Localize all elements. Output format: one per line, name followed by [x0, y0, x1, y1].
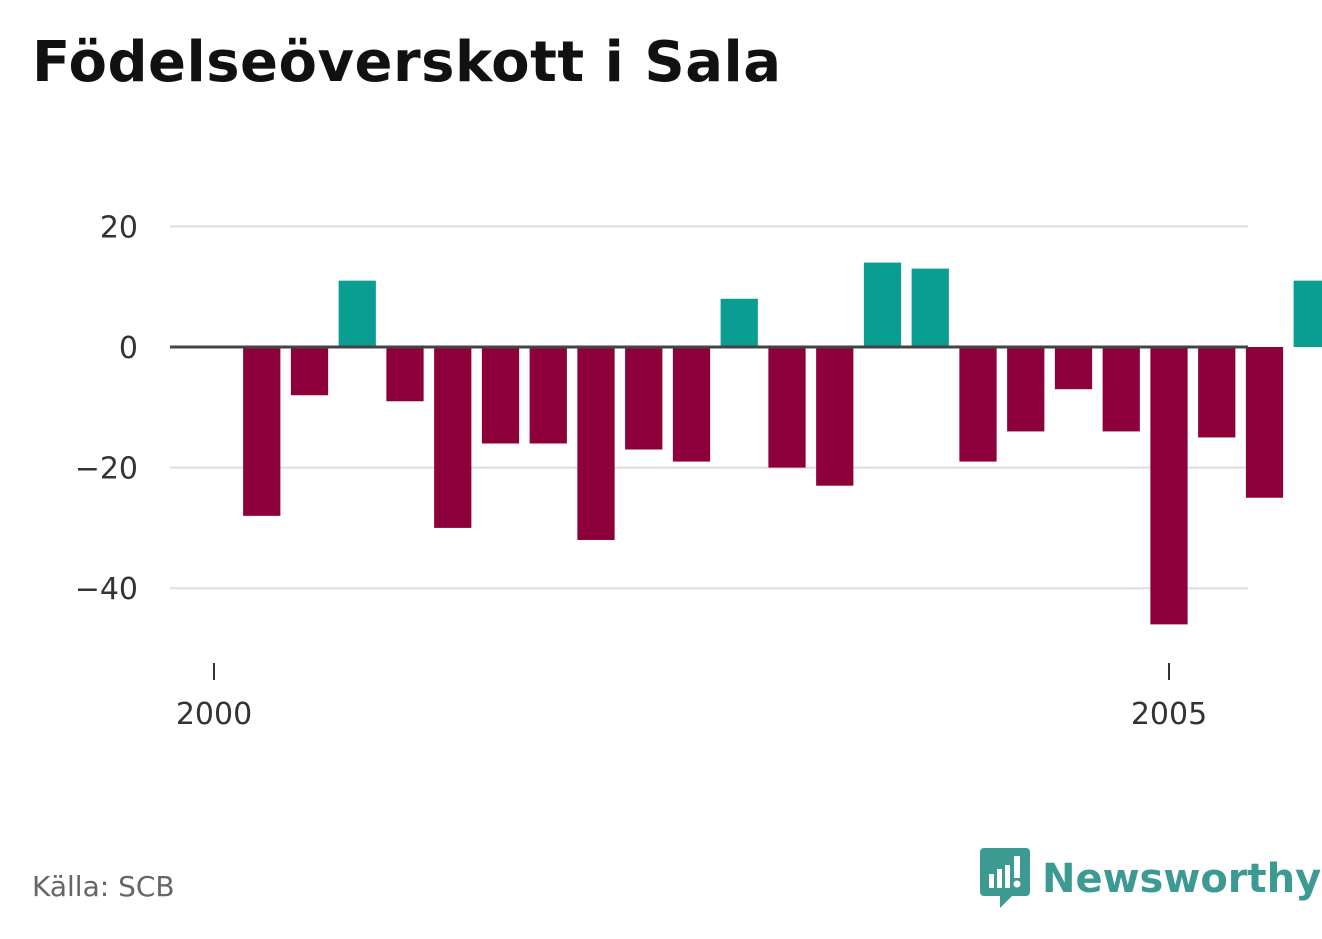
- y-tick-label: 20: [100, 210, 138, 245]
- brand-name: Newsworthy: [1042, 856, 1322, 902]
- bar: [720, 298, 758, 347]
- bar: [1293, 280, 1322, 347]
- bar: [290, 347, 329, 396]
- bar: [434, 347, 472, 528]
- bar: [338, 280, 376, 347]
- bar: [863, 262, 902, 347]
- grid-lines: [170, 225, 1248, 590]
- chart-title: Födelseöverskott i Sala: [32, 30, 782, 95]
- bar: [672, 347, 711, 462]
- bars: [243, 262, 1322, 625]
- bar: [625, 347, 663, 450]
- bar: [529, 347, 567, 444]
- bar: [243, 347, 281, 516]
- bar: [1150, 347, 1188, 625]
- x-tick-label: 2000: [176, 697, 252, 732]
- y-tick-label: 0: [119, 331, 138, 366]
- bar: [816, 347, 854, 486]
- bar: [481, 347, 520, 444]
- x-tick-label: 2005: [1131, 697, 1207, 732]
- bar: [959, 347, 997, 462]
- bar: [1007, 347, 1045, 432]
- newsworthy-logo-icon: [980, 848, 1030, 908]
- bar: [768, 347, 806, 468]
- bar: [386, 347, 424, 402]
- bar: [1198, 347, 1236, 438]
- bar: [1054, 347, 1093, 390]
- y-tick-label: −20: [75, 452, 138, 487]
- newsworthy-logo: Newsworthy: [980, 848, 1321, 910]
- bar: [1245, 347, 1284, 498]
- source-label: Källa: SCB: [32, 870, 175, 903]
- bar: [577, 347, 615, 540]
- y-axis: 20 0 −20 −40: [75, 210, 138, 607]
- bar: [911, 268, 949, 347]
- bar: [1102, 347, 1140, 432]
- x-axis: 200020052010201520202025: [176, 663, 1207, 732]
- y-tick-label: −40: [75, 572, 138, 607]
